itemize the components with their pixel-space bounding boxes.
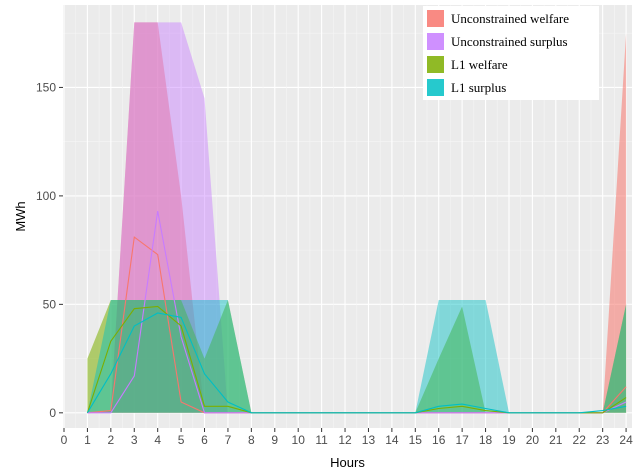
series-band (87, 300, 627, 413)
x-tick-label: 24 (619, 433, 633, 447)
legend-label: L1 surplus (451, 80, 506, 95)
x-tick-label: 12 (338, 433, 352, 447)
x-tick-label: 7 (225, 433, 232, 447)
x-tick-label: 17 (455, 433, 469, 447)
legend-key (427, 56, 444, 73)
y-tick-label: 100 (36, 189, 56, 203)
x-tick-label: 13 (362, 433, 376, 447)
series-lines (86, 210, 627, 414)
x-tick-label: 10 (292, 433, 306, 447)
legend-key (427, 79, 444, 96)
x-tick-label: 2 (107, 433, 114, 447)
legend-background (423, 6, 599, 100)
x-tick-label: 16 (432, 433, 446, 447)
legend-key (427, 33, 444, 50)
x-tick-label: 8 (248, 433, 255, 447)
x-tick-label: 6 (201, 433, 208, 447)
x-axis-title: Hours (330, 455, 365, 470)
y-axis-ticks: 0 50 100 150 (36, 80, 63, 420)
x-tick-label: 9 (271, 433, 278, 447)
x-tick-label: 4 (154, 433, 161, 447)
y-tick-label: 150 (36, 80, 56, 94)
series-band (87, 300, 627, 413)
x-tick-label: 21 (549, 433, 563, 447)
y-axis-title: MWh (13, 201, 28, 231)
series-bands (87, 22, 627, 413)
x-tick-label: 1 (84, 433, 91, 447)
x-tick-label: 3 (131, 433, 138, 447)
x-tick-label: 11 (315, 433, 328, 447)
x-tick-label: 18 (479, 433, 493, 447)
legend-label: Unconstrained surplus (451, 34, 568, 49)
x-tick-label: 23 (596, 433, 610, 447)
x-tick-label: 5 (178, 433, 185, 447)
x-tick-label: 20 (526, 433, 540, 447)
y-tick-label: 0 (49, 406, 56, 420)
x-tick-label: 15 (409, 433, 423, 447)
x-axis-ticks: 0 1 2 3 4 5 6 7 8 9 10 11 12 13 14 15 16 17 18 19 20 21 22 23 24 (61, 428, 633, 447)
x-tick-label: 19 (502, 433, 516, 447)
x-tick-label: 0 (61, 433, 68, 447)
y-tick-label: 50 (43, 297, 57, 311)
x-tick-label: 14 (385, 433, 399, 447)
legend-key (427, 10, 444, 27)
legend-label: L1 welfare (451, 57, 508, 72)
series-line (86, 312, 627, 414)
legend-label: Unconstrained welfare (451, 11, 569, 26)
x-tick-label: 22 (573, 433, 587, 447)
legend: Unconstrained welfare Unconstrained surpl… (423, 6, 599, 100)
